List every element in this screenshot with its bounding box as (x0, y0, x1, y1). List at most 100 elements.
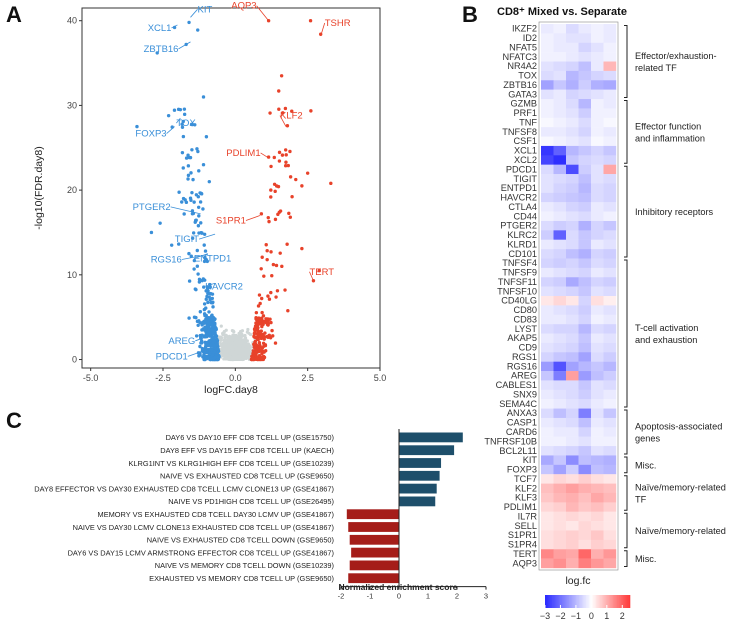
down-point (180, 122, 184, 126)
gene-label-leader (190, 9, 198, 18)
heatmap-cell (553, 539, 567, 550)
colorbar-step (593, 595, 595, 608)
heatmap-row-label: LYST (515, 324, 538, 334)
gene-label-leader (198, 233, 216, 240)
heatmap-cell (591, 399, 604, 409)
gene-label: PTGER2 (133, 202, 171, 213)
heatmap-row-label: CD40LG (501, 296, 537, 306)
heatmap-cell (541, 474, 554, 484)
gray-point (229, 341, 233, 345)
heatmap-row-label: HAVCR2 (500, 193, 537, 203)
gray-point (223, 351, 227, 355)
down-point (184, 200, 189, 205)
heatmap-cell (541, 380, 554, 390)
heatmap-cell (591, 24, 604, 34)
gray-point (243, 342, 247, 346)
heatmap-cell (566, 549, 579, 559)
heatmap-cell (603, 511, 617, 522)
down-point (192, 200, 196, 204)
gene-set-label: NAIVE VS MEMORY CD8 TCELL DOWN (GSE10239… (155, 561, 334, 570)
heatmap-cell (566, 230, 579, 240)
down-point (178, 107, 183, 112)
heatmap-cell (603, 42, 617, 53)
heatmap-cell (541, 399, 554, 409)
heatmap-row-label: IL7R (518, 511, 538, 521)
down-point (206, 355, 211, 359)
down-point (201, 163, 206, 167)
up-point (277, 107, 281, 111)
heatmap-cell (553, 164, 567, 175)
colorbar-step (562, 595, 564, 608)
heatmap-cell (591, 70, 604, 81)
heatmap-cell (603, 117, 617, 128)
group-bracket (624, 100, 628, 164)
gene-label-leader (245, 215, 261, 221)
up-point (263, 331, 267, 335)
down-point (206, 291, 210, 296)
heatmap-cell (553, 521, 567, 531)
heatmap-cell (553, 24, 567, 34)
down-point (194, 193, 199, 197)
heatmap-cell (541, 408, 554, 419)
down-point (202, 285, 206, 289)
heatmap-cell (553, 99, 567, 109)
heatmap-cell (603, 558, 617, 569)
down-point (195, 248, 199, 253)
gene-label: KLF2 (280, 111, 303, 122)
heatmap-cell (603, 33, 617, 43)
gene-label: TSHR (325, 18, 351, 29)
up-point (285, 124, 290, 128)
down-point (196, 224, 201, 228)
heatmap-cell (541, 183, 554, 194)
heatmap-cell (566, 305, 579, 315)
heatmap-cell (553, 305, 567, 315)
bar-xtick-label: 2 (455, 592, 459, 601)
colorbar-step (618, 595, 621, 608)
enrichment-bar (399, 432, 463, 443)
enrichment-bar (399, 496, 436, 507)
enrichment-bar (399, 458, 442, 468)
heatmap-row-label: TNFRSF10B (484, 436, 537, 446)
up-point (260, 351, 264, 356)
heatmap-cell (553, 483, 567, 494)
heatmap-cell (603, 249, 617, 259)
heatmap-cell (553, 230, 567, 240)
heatmap-cell (591, 211, 604, 222)
group-label: Naïve/memory-related (635, 526, 726, 536)
up-point (267, 297, 272, 301)
heatmap-row-label: SNX9 (513, 389, 537, 399)
heatmap-cell (591, 492, 604, 503)
down-point (203, 249, 208, 253)
gray-point (222, 342, 226, 346)
heatmap-cell (566, 80, 579, 90)
up-point (252, 331, 257, 336)
up-point (271, 334, 275, 338)
up-point (277, 159, 282, 163)
heatmap-cell (553, 127, 567, 137)
heatmap-row-label: TNF (519, 117, 537, 127)
up-point (266, 215, 270, 220)
heatmap-cell (553, 258, 567, 269)
down-point (191, 231, 196, 235)
heatmap-cell (578, 483, 592, 494)
heatmap-cell (578, 427, 592, 437)
up-point (251, 356, 255, 361)
heatmap-row-label: CD44 (514, 211, 538, 221)
colorbar-step (579, 595, 581, 608)
heatmap-cell (591, 258, 604, 269)
heatmap-cell (591, 174, 604, 184)
colorbar-step (583, 595, 585, 608)
up-point (281, 111, 285, 115)
heatmap-cell (603, 183, 617, 194)
up-point (277, 150, 282, 155)
heatmap-row-label: SEMA4C (499, 399, 537, 409)
heatmap-cell (578, 464, 592, 475)
down-point (183, 198, 187, 202)
heatmap-row-label: KIT (523, 455, 538, 465)
heatmap-cell (603, 549, 617, 559)
heatmap-cell (553, 239, 567, 250)
heatmap-row-label: XCL1 (514, 146, 537, 156)
enrichment-bar (346, 509, 399, 520)
up-point (253, 325, 258, 330)
up-point (266, 294, 270, 298)
